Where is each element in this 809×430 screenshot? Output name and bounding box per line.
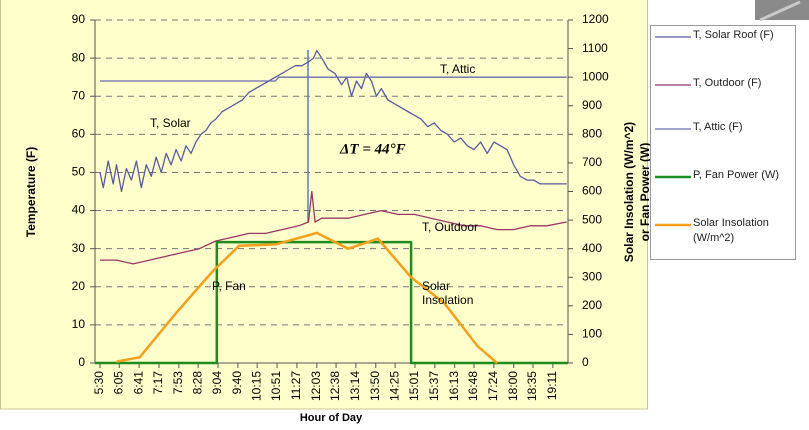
x-tick-label: 18:35 — [525, 371, 539, 401]
annotation: T, Outdoor — [422, 220, 478, 234]
x-tick-label: 7:17 — [151, 371, 165, 395]
y-tick-label: 90 — [72, 12, 86, 26]
x-tick-label: 17:24 — [486, 371, 500, 401]
legend-swatch — [655, 175, 691, 179]
legend-item: T, Attic (F) — [655, 120, 795, 135]
x-tick-label: 13:50 — [368, 371, 382, 401]
series-line — [100, 190, 567, 265]
y2-tick-label: 700 — [582, 155, 602, 169]
y2-tick-label: 1000 — [582, 69, 609, 83]
y-tick-label: 0 — [78, 355, 85, 369]
x-tick-label: 14:25 — [387, 371, 401, 401]
chart-background — [0, 0, 648, 410]
x-tick-label: 16:13 — [447, 371, 461, 401]
series-line — [95, 240, 568, 365]
legend-label: T, Outdoor (F) — [693, 77, 762, 89]
x-tick-label: 11:27 — [289, 371, 303, 400]
y2-axis-title: Solar Insolation (W/m^2) — [622, 122, 636, 262]
annotation: T, Solar — [150, 116, 191, 130]
legend-item: T, Solar Roof (F) — [655, 28, 795, 43]
x-tick-label: 5:30 — [92, 371, 106, 395]
y-tick-label: 50 — [72, 165, 86, 179]
legend-swatch — [655, 223, 691, 227]
legend-label: P, Fan Power (W) — [693, 169, 779, 181]
x-tick-label: 6:41 — [131, 371, 145, 395]
x-tick-label: 12:38 — [328, 371, 342, 401]
y-tick-label: 30 — [72, 241, 86, 255]
legend-item: T, Outdoor (F) — [655, 76, 795, 91]
y2-tick-label: 500 — [582, 212, 602, 226]
y-axis-title: Temperature (F) — [24, 147, 38, 237]
legend-swatch — [655, 84, 691, 86]
x-tick-label: 15:37 — [427, 371, 441, 401]
y2-tick-label: 400 — [582, 241, 602, 255]
legend-swatch — [655, 128, 691, 130]
x-axis-title: Hour of Day — [300, 412, 363, 424]
y2-tick-label: 1100 — [582, 41, 608, 55]
x-tick-label: 18:00 — [506, 371, 520, 401]
y2-axis-title: or Fan Power (W) — [638, 143, 652, 242]
y-tick-label: 60 — [72, 127, 86, 141]
y2-tick-label: 800 — [582, 127, 602, 141]
y2-tick-label: 1200 — [582, 12, 609, 26]
annotation: P, Fan — [212, 279, 246, 293]
x-tick-label: 19:11 — [545, 371, 559, 400]
y-tick-label: 40 — [72, 203, 86, 217]
annotation: T, Attic — [440, 62, 475, 76]
legend-label: T, Solar Roof (F) — [693, 29, 774, 41]
x-tick-label: 10:15 — [249, 371, 263, 401]
y-tick-label: 70 — [72, 88, 86, 102]
legend-swatch — [655, 36, 691, 38]
x-tick-label: 9:40 — [230, 371, 244, 395]
y-tick-label: 10 — [72, 317, 86, 331]
x-tick-label: 9:04 — [210, 371, 224, 395]
y2-tick-label: 200 — [582, 298, 602, 312]
legend-item: Solar Insolation (W/m^2) — [655, 216, 795, 246]
y2-tick-label: 0 — [582, 355, 589, 369]
x-tick-label: 15:01 — [407, 371, 421, 401]
annotation: Solar Insolation — [422, 279, 473, 307]
y2-tick-label: 600 — [582, 184, 602, 198]
legend: T, Solar Roof (F) T, Outdoor (F) T, Attic … — [650, 25, 796, 260]
legend-label: T, Attic (F) — [693, 121, 743, 133]
x-tick-label: 6:05 — [111, 371, 125, 395]
x-tick-label: 13:14 — [348, 371, 362, 401]
y-tick-label: 80 — [72, 50, 86, 64]
y2-tick-label: 300 — [582, 269, 602, 283]
y2-tick-label: 900 — [582, 98, 602, 112]
photo-detail — [759, 0, 801, 22]
x-tick-label: 10:51 — [269, 371, 283, 401]
annotation: ΔT = 44°F — [339, 141, 406, 157]
x-tick-label: 12:03 — [309, 371, 323, 401]
x-tick-label: 8:28 — [190, 371, 204, 395]
series-line — [100, 76, 567, 82]
x-tick-label: 16:48 — [466, 371, 480, 401]
x-tick-label: 7:53 — [171, 371, 185, 395]
series-line — [116, 231, 499, 364]
y-tick-label: 20 — [72, 279, 86, 293]
legend-item: P, Fan Power (W) — [655, 168, 795, 183]
legend-label: Solar Insolation (W/m^2) — [693, 217, 769, 244]
series-line — [99, 49, 567, 193]
y2-tick-label: 100 — [582, 327, 602, 341]
